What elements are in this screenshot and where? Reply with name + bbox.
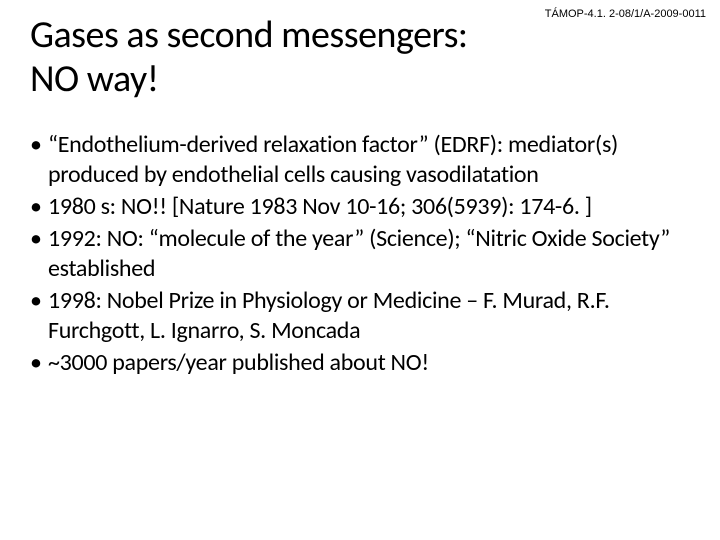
bullet-text: ~3000 papers/year published about NO! <box>48 348 690 378</box>
list-item: • 1998: Nobel Prize in Physiology or Med… <box>30 286 690 346</box>
list-item: • “Endothelium-derived relaxation factor… <box>30 130 690 190</box>
bullet-marker: • <box>30 286 48 346</box>
bullet-text: “Endothelium-derived relaxation factor” … <box>48 130 690 190</box>
bullet-text: 1998: Nobel Prize in Physiology or Medic… <box>48 286 690 346</box>
bullet-text: 1980 s: NO!! [Nature 1983 Nov 10-16; 306… <box>48 192 690 222</box>
header-code: TÁMOP-4.1. 2-08/1/A-2009-0011 <box>545 8 706 20</box>
bullet-marker: • <box>30 130 48 190</box>
list-item: • ~3000 papers/year published about NO! <box>30 348 690 378</box>
list-item: • 1992: NO: “molecule of the year” (Scie… <box>30 224 690 284</box>
bullet-marker: • <box>30 348 48 378</box>
slide-title: Gases as second messengers: NO way! <box>30 14 510 101</box>
bullet-text: 1992: NO: “molecule of the year” (Scienc… <box>48 224 690 284</box>
bullet-list: • “Endothelium-derived relaxation factor… <box>30 130 690 380</box>
bullet-marker: • <box>30 192 48 222</box>
list-item: • 1980 s: NO!! [Nature 1983 Nov 10-16; 3… <box>30 192 690 222</box>
bullet-marker: • <box>30 224 48 284</box>
